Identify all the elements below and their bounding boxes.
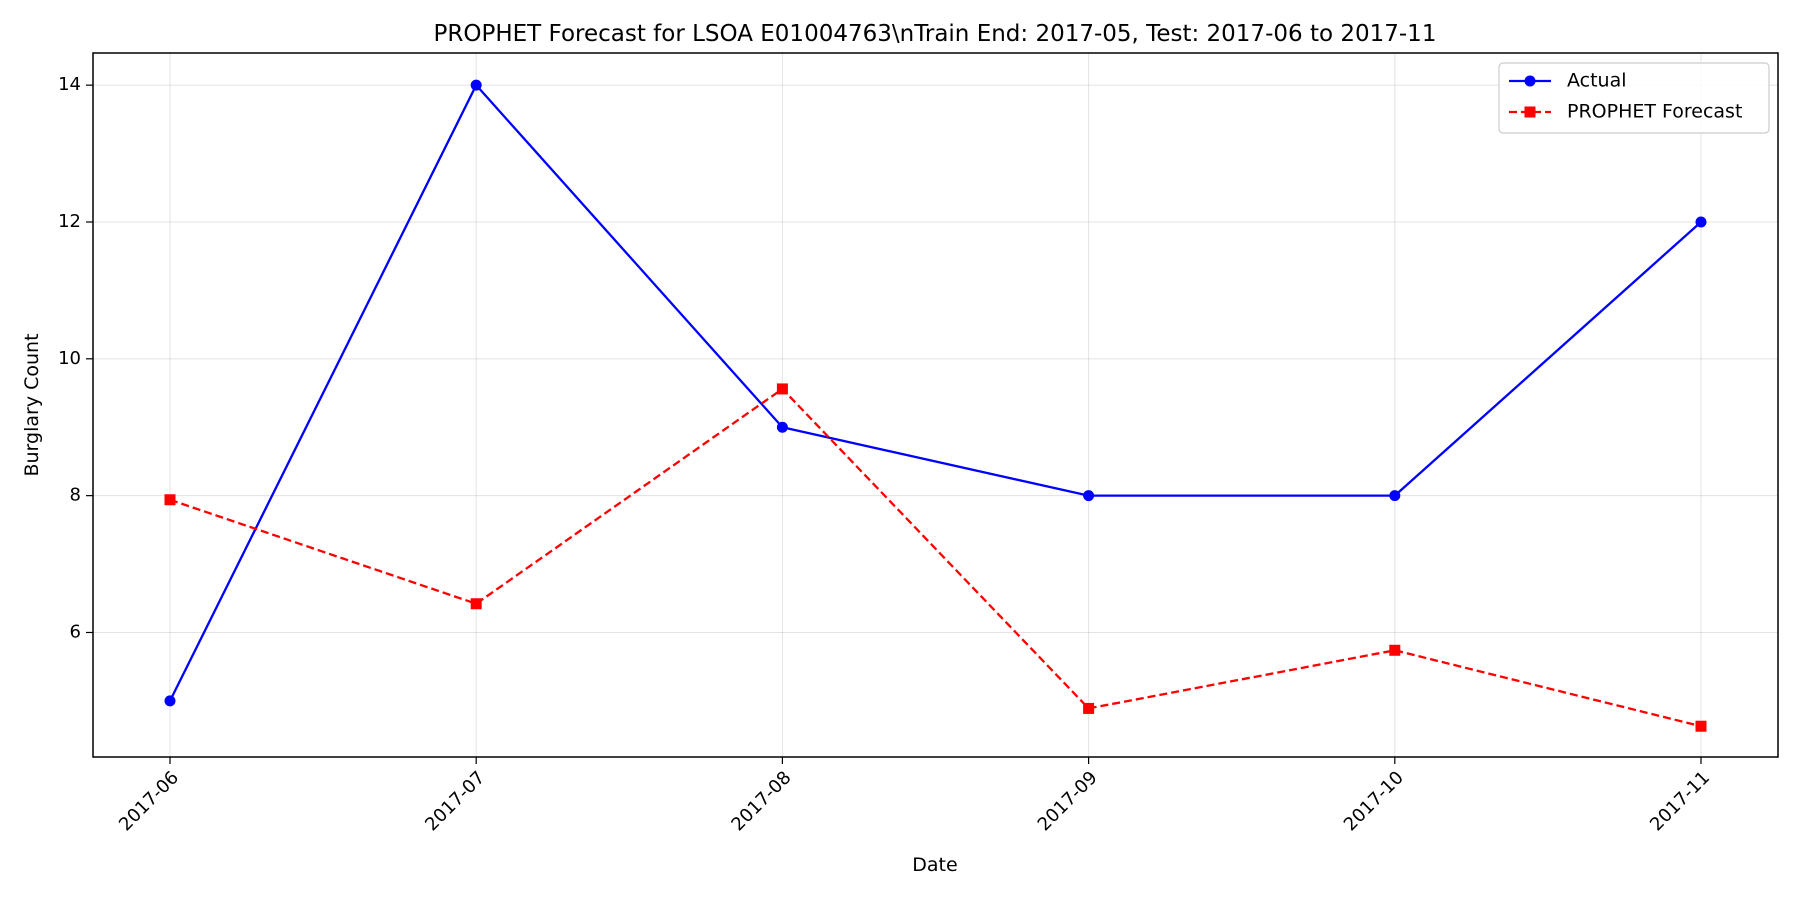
x-axis: 2017-06 2017-07 2017-08 2017-09 2017-10 2017-… [115, 757, 1714, 835]
data-point-actual [1695, 216, 1707, 228]
data-point-prophet-forecast [1083, 702, 1095, 714]
chart-title: PROPHET Forecast for LSOA E01004763\nTra… [434, 21, 1437, 47]
series-prophet-forecast [164, 383, 1707, 732]
data-point-actual [1389, 490, 1401, 502]
data-point-prophet-forecast [1389, 644, 1401, 656]
y-tick-label: 8 [70, 485, 81, 506]
data-point-prophet-forecast [776, 383, 788, 395]
y-tick-label: 10 [58, 348, 81, 369]
series-actual [164, 79, 1707, 707]
data-point-actual [470, 79, 482, 91]
data-point-actual [1083, 490, 1095, 502]
series-line-prophet-forecast [169, 387, 1702, 728]
y-axis: 6 8 10 12 14 [58, 74, 93, 642]
plot-area-frame [92, 52, 1779, 758]
x-tick-label: 2017-10 [1340, 767, 1408, 835]
legend-label: PROPHET Forecast [1567, 101, 1742, 123]
y-tick-label: 6 [70, 621, 81, 642]
legend-swatch-marker [1524, 75, 1536, 87]
y-axis-label: Burglary Count [21, 333, 43, 476]
data-point-actual [776, 421, 788, 433]
legend-frame [1498, 62, 1770, 134]
data-point-actual [164, 695, 176, 707]
x-tick-label: 2017-11 [1646, 767, 1714, 835]
x-tick-label: 2017-06 [115, 767, 183, 835]
legend: Actual PROPHET Forecast [1498, 62, 1770, 134]
legend-swatch-marker [1524, 106, 1536, 118]
data-point-prophet-forecast [164, 494, 176, 506]
x-tick-label: 2017-08 [727, 767, 795, 835]
data-point-prophet-forecast [470, 598, 482, 610]
y-tick-label: 14 [58, 74, 81, 95]
y-tick-label: 12 [58, 211, 81, 232]
legend-item-prophet-forecast: PROPHET Forecast [1509, 101, 1742, 123]
series-line-actual [168, 84, 1702, 702]
legend-item-actual: Actual [1509, 70, 1627, 92]
x-axis-label: Date [912, 854, 957, 876]
x-tick-label: 2017-07 [421, 767, 489, 835]
x-tick-label: 2017-09 [1034, 767, 1102, 835]
grid [93, 53, 1778, 757]
legend-label: Actual [1567, 70, 1627, 92]
data-point-prophet-forecast [1695, 720, 1707, 732]
series-layer [164, 79, 1707, 732]
